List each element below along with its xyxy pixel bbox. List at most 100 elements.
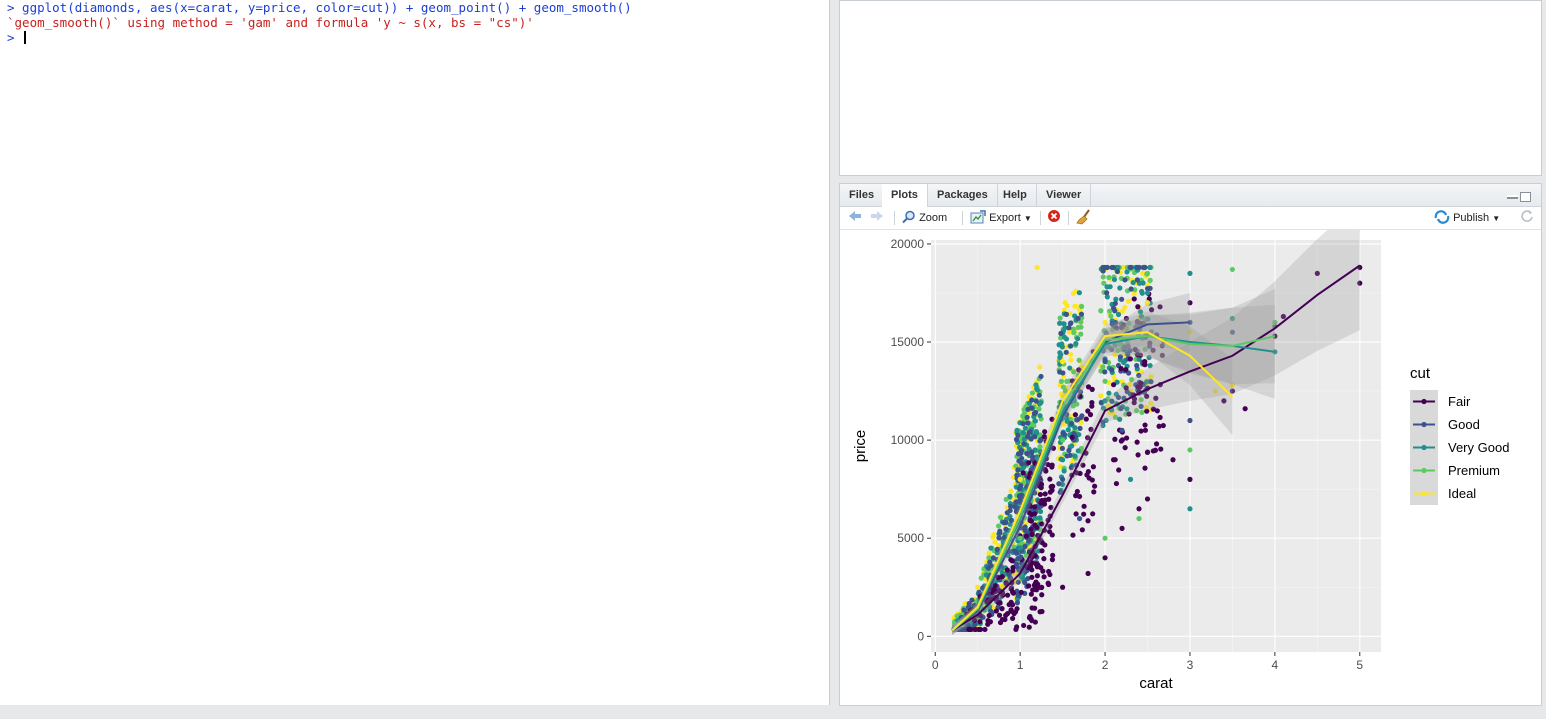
- zoom-button[interactable]: Zoom: [902, 209, 947, 227]
- data-point: [1022, 579, 1028, 586]
- data-point: [1060, 384, 1067, 390]
- data-point: [1108, 313, 1114, 319]
- data-point: [1031, 434, 1038, 440]
- data-point: [1057, 489, 1063, 495]
- minimize-icon[interactable]: [1507, 195, 1518, 199]
- data-point: [1057, 320, 1063, 326]
- text-cursor: [24, 31, 27, 44]
- data-point: [1039, 584, 1045, 590]
- data-point: [1022, 569, 1028, 575]
- tab-plots[interactable]: Plots: [882, 184, 928, 207]
- data-point: [1147, 340, 1153, 346]
- data-point: [1116, 467, 1122, 473]
- data-point: [1003, 526, 1009, 532]
- legend-label: Ideal: [1448, 486, 1476, 501]
- publish-button[interactable]: Publish ▼: [1434, 209, 1500, 227]
- data-point: [1119, 437, 1126, 443]
- data-point: [1122, 445, 1128, 451]
- data-point: [1090, 511, 1096, 517]
- data-point: [1060, 437, 1066, 443]
- maximize-icon[interactable]: [1520, 192, 1531, 202]
- data-point: [1064, 453, 1070, 459]
- data-point: [1142, 465, 1148, 471]
- refresh-icon[interactable]: [1520, 209, 1534, 227]
- data-point: [1003, 496, 1009, 502]
- data-point: [1008, 488, 1014, 494]
- tab-files[interactable]: Files: [840, 184, 885, 206]
- data-point: [1109, 346, 1115, 353]
- data-point: [1065, 427, 1071, 433]
- data-point: [1078, 324, 1084, 330]
- console-prompt[interactable]: >: [7, 30, 829, 45]
- data-point: [1170, 457, 1176, 463]
- data-point: [1119, 296, 1125, 302]
- data-point: [1034, 387, 1041, 393]
- data-point: [1060, 457, 1066, 463]
- data-point: [1147, 363, 1153, 369]
- data-point: [1047, 476, 1053, 482]
- data-point: [1000, 592, 1006, 598]
- clear-plots-button[interactable]: [1076, 209, 1092, 227]
- gridlines: [931, 240, 1381, 652]
- dropdown-caret-icon: ▼: [1023, 214, 1032, 223]
- dropdown-caret-icon: ▼: [1492, 214, 1501, 223]
- data-point: [1075, 448, 1081, 454]
- data-point: [1057, 350, 1063, 356]
- data-point: [1049, 532, 1055, 538]
- data-point: [1027, 470, 1033, 476]
- data-point: [1060, 359, 1066, 365]
- data-point: [1011, 611, 1017, 617]
- data-point: [996, 612, 1003, 618]
- data-point: [1039, 497, 1045, 504]
- plots-pane: Files Plots Packages Help Viewer Zoom Ex…: [839, 183, 1542, 706]
- data-point: [1039, 592, 1045, 598]
- data-point: [1100, 274, 1106, 280]
- data-point: [994, 546, 1000, 552]
- data-point: [1050, 445, 1056, 451]
- data-point: [1159, 352, 1165, 358]
- tab-help[interactable]: Help: [994, 184, 1037, 206]
- data-point: [1136, 372, 1142, 379]
- tab-packages[interactable]: Packages: [928, 184, 998, 206]
- legend-title: cut: [1410, 365, 1431, 382]
- data-point: [1125, 298, 1132, 304]
- data-point: [1111, 276, 1118, 283]
- data-point: [1135, 304, 1141, 310]
- data-point: [1187, 417, 1193, 424]
- data-point: [1079, 413, 1085, 419]
- data-point: [997, 528, 1003, 534]
- x-tick-label: 1: [1017, 658, 1024, 672]
- data-point: [1029, 397, 1035, 403]
- console-command: > ggplot(diamonds, aes(x=carat, y=price,…: [7, 0, 632, 15]
- data-point: [1124, 325, 1130, 332]
- forward-arrow-icon[interactable]: [870, 209, 884, 227]
- data-point: [1150, 448, 1156, 454]
- data-point: [1064, 303, 1070, 309]
- data-point: [1134, 264, 1140, 271]
- data-point: [995, 574, 1001, 580]
- data-point: [1017, 545, 1023, 551]
- back-arrow-icon[interactable]: [848, 209, 862, 227]
- pane-tab-bar: Files Plots Packages Help Viewer: [840, 184, 1541, 207]
- console-pane[interactable]: > ggplot(diamonds, aes(x=carat, y=price,…: [0, 0, 830, 705]
- data-point: [1057, 354, 1063, 361]
- data-point: [1017, 495, 1023, 502]
- remove-plot-button[interactable]: [1047, 209, 1061, 227]
- data-point: [1085, 435, 1091, 441]
- export-button[interactable]: Export ▼: [970, 209, 1032, 227]
- data-point: [1085, 408, 1091, 414]
- data-point: [1148, 374, 1154, 380]
- data-point: [1067, 365, 1073, 371]
- data-point: [990, 555, 996, 561]
- tab-viewer[interactable]: Viewer: [1037, 184, 1092, 206]
- data-point: [1109, 327, 1116, 333]
- data-point: [1061, 431, 1068, 438]
- data-point: [1018, 589, 1024, 595]
- data-point: [1037, 491, 1043, 498]
- data-point: [1047, 523, 1053, 530]
- data-point: [1061, 321, 1067, 327]
- data-point: [1037, 508, 1044, 515]
- x-tick-label: 5: [1356, 658, 1363, 672]
- data-point: [1114, 325, 1120, 331]
- data-point: [1102, 369, 1108, 375]
